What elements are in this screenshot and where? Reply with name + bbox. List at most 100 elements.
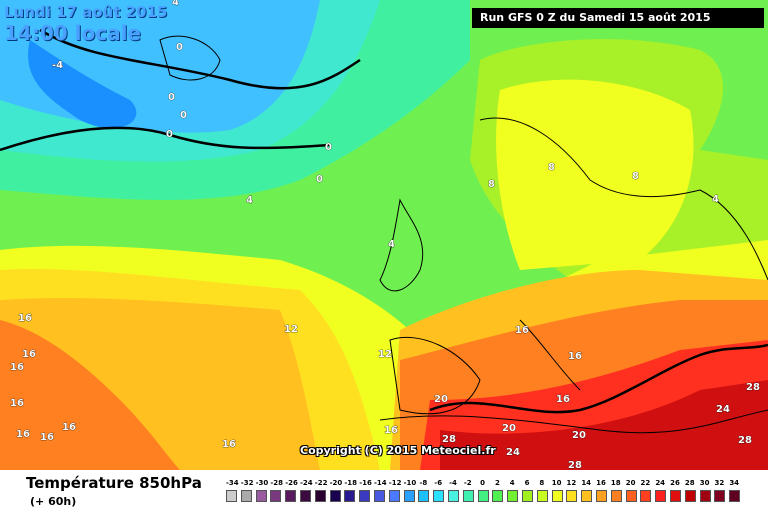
field-yellow-ne [496, 79, 694, 270]
contour-label: 16 [40, 432, 54, 443]
legend-swatch [699, 490, 711, 502]
contour-label: 16 [22, 349, 36, 360]
legend-value: -8 [419, 479, 428, 487]
coast-scandinavia [479, 117, 768, 281]
copyright-text: Copyright (C) 2015 Meteociel.fr [300, 444, 496, 457]
contour-label: 0 [168, 92, 175, 103]
contour-label: 0 [316, 174, 323, 185]
legend-value: -28 [270, 479, 284, 487]
contour-label: 16 [18, 313, 32, 324]
legend-value: 30 [699, 479, 710, 487]
run-info-bar: Run GFS 0 Z du Samedi 15 août 2015 [472, 8, 764, 28]
legend-swatch [270, 490, 282, 502]
legend-swatch [418, 490, 430, 502]
legend-swatch [522, 490, 533, 502]
legend-swatch [551, 490, 563, 502]
contour-label: 28 [738, 435, 752, 446]
legend-swatch [285, 490, 297, 502]
coast-italy [519, 319, 581, 391]
forecast-offset: (+ 60h) [30, 495, 77, 508]
legend-swatch [240, 490, 252, 502]
legend-swatch [640, 490, 652, 502]
contour-zero-north [39, 28, 361, 90]
map-title: Température 850hPa [26, 474, 202, 492]
contour-label: 16 [10, 362, 24, 373]
legend-value: -14 [374, 479, 387, 487]
legend-value: -32 [240, 479, 254, 487]
legend-swatch [477, 490, 489, 502]
legend-swatch [462, 490, 474, 502]
coast-british-isles [379, 198, 424, 292]
legend-swatch [670, 490, 681, 502]
legend-swatch [329, 490, 341, 502]
legend-value: 0 [480, 479, 486, 487]
contour-label: 8 [632, 171, 639, 182]
contour-label: -4 [52, 60, 63, 71]
legend-value: 12 [566, 479, 577, 487]
forecast-time: 14:00 locale [4, 21, 141, 45]
legend-value: 20 [625, 479, 636, 487]
legend-footer: Température 850hPa (+ 60h) -34 -32 -30 -28-… [0, 470, 768, 512]
field-dark-red [440, 380, 768, 470]
legend-swatch [226, 490, 237, 502]
legend-swatch [374, 490, 385, 502]
legend-swatch [507, 490, 519, 502]
legend-swatch [655, 490, 667, 502]
map-canvas: -4 0 0 0 0 0 0 4 4 4 4 8 8 8 12 12 16 16… [0, 0, 768, 470]
contour-label: 4 [712, 194, 719, 205]
contour-label: 20 [502, 423, 516, 434]
legend-value: -24 [300, 479, 313, 487]
coast-north-africa [379, 409, 768, 434]
legend-value: -26 [285, 479, 298, 487]
contour-label: 4 [246, 195, 253, 206]
contour-label: 20 [434, 394, 448, 405]
coastlines [159, 35, 768, 434]
legend-value: 28 [684, 479, 695, 487]
contour-label: 24 [716, 404, 730, 415]
legend-value: -10 [403, 479, 417, 487]
legend-value: 34 [729, 479, 740, 487]
legend-value: 26 [670, 479, 680, 487]
contour-label: 16 [62, 422, 76, 433]
legend-swatch [729, 490, 741, 502]
legend-swatch [714, 490, 726, 502]
legend-value: 10 [551, 479, 562, 487]
legend-swatch [403, 490, 415, 502]
legend-swatch [536, 490, 548, 502]
contour-label: 0 [176, 42, 183, 53]
field-dark-orange-w [0, 320, 180, 470]
legend-swatch [433, 490, 445, 502]
legend-value: -6 [434, 479, 443, 487]
legend-value: -12 [388, 479, 402, 487]
contour-label: 16 [222, 439, 236, 450]
contour-label: 16 [556, 394, 570, 405]
contour-label: 0 [325, 142, 332, 153]
legend-value: 24 [655, 479, 666, 487]
legend-value: -16 [359, 479, 372, 487]
legend-swatch [566, 490, 578, 502]
coast-iberia [389, 336, 481, 415]
legend-value: 2 [494, 479, 500, 487]
contour-label: 8 [548, 162, 555, 173]
contour-label: 0 [166, 129, 173, 140]
forecast-date: Lundi 17 août 2015 [4, 3, 168, 21]
legend-value: 14 [581, 479, 592, 487]
legend-swatch [359, 490, 371, 502]
contour-label: 0 [180, 110, 187, 121]
contour-label: 4 [172, 0, 179, 8]
legend-value: 6 [524, 479, 530, 487]
legend-swatch [344, 490, 356, 502]
legend-value: -4 [449, 479, 457, 487]
legend-value: -30 [255, 479, 269, 487]
contour-label: 4 [388, 239, 395, 250]
contour-twenty [429, 343, 768, 414]
contour-label: 20 [572, 430, 586, 441]
legend-value: 18 [610, 479, 621, 487]
legend-swatch [684, 490, 696, 502]
legend-value: -22 [314, 479, 328, 487]
legend-swatch [596, 490, 607, 502]
legend-swatch [300, 490, 311, 502]
contour-zero [0, 126, 331, 152]
contour-label: 28 [442, 434, 456, 445]
